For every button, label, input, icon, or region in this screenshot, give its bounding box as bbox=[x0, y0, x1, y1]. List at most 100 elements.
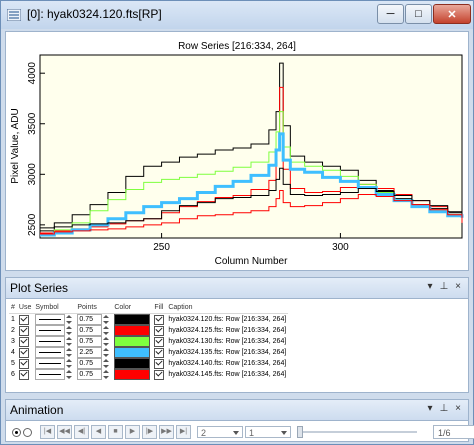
first-frame-button[interactable]: |◀ bbox=[40, 425, 55, 439]
panel-pin-icon[interactable]: ⊥ bbox=[439, 281, 449, 292]
symbol-selector[interactable] bbox=[35, 347, 66, 358]
play-reverse-button[interactable]: ◀ bbox=[91, 425, 106, 439]
column-header-caption: Caption bbox=[166, 302, 289, 314]
spinner-icon[interactable] bbox=[102, 348, 110, 357]
spinner-icon[interactable] bbox=[65, 326, 73, 335]
points-cell[interactable]: 0.75 bbox=[75, 314, 112, 325]
spinner-icon[interactable] bbox=[102, 326, 110, 335]
points-field[interactable]: 0.75 bbox=[77, 325, 103, 336]
table-row[interactable]: 5 0.75 hyak0324.140.fts: Row [216:334, 264… bbox=[9, 358, 288, 369]
fill-checkbox[interactable] bbox=[152, 347, 166, 358]
play-button[interactable]: ▶ bbox=[125, 425, 140, 439]
symbol-cell[interactable] bbox=[33, 314, 75, 325]
symbol-selector[interactable] bbox=[35, 336, 66, 347]
spinner-icon[interactable] bbox=[65, 337, 73, 346]
symbol-selector[interactable] bbox=[35, 314, 66, 325]
close-button[interactable]: ✕ bbox=[433, 4, 471, 24]
points-cell[interactable]: 0.75 bbox=[75, 358, 112, 369]
table-row[interactable]: 1 0.75 hyak0324.120.fts: Row [216:334, 264… bbox=[9, 314, 288, 326]
fill-checkbox[interactable] bbox=[152, 358, 166, 369]
points-field[interactable]: 0.75 bbox=[77, 314, 103, 325]
use-checkbox[interactable] bbox=[17, 314, 33, 326]
spinner-icon[interactable] bbox=[102, 359, 110, 368]
color-swatch[interactable] bbox=[114, 336, 151, 347]
slider-thumb[interactable] bbox=[297, 426, 303, 438]
fill-checkbox[interactable] bbox=[152, 325, 166, 336]
checkbox-icon bbox=[18, 314, 29, 325]
symbol-cell[interactable] bbox=[33, 336, 75, 347]
spinner-icon[interactable] bbox=[65, 370, 73, 379]
speed-dropdown[interactable]: 2 bbox=[197, 426, 243, 438]
spinner-icon[interactable] bbox=[102, 337, 110, 346]
stop-button[interactable]: ■ bbox=[108, 425, 123, 439]
symbol-selector[interactable] bbox=[35, 358, 66, 369]
points-cell[interactable]: 0.75 bbox=[75, 325, 112, 336]
table-row[interactable]: 2 0.75 hyak0324.125.fts: Row [216:334, 264… bbox=[9, 325, 288, 336]
use-checkbox[interactable] bbox=[17, 358, 33, 369]
points-field[interactable]: 0.75 bbox=[77, 358, 103, 369]
y-axis-label: Pixel Value, ADU bbox=[10, 108, 21, 183]
minimize-button[interactable]: ─ bbox=[377, 4, 404, 24]
color-swatch[interactable] bbox=[114, 314, 151, 325]
previous-frame-button[interactable]: ◀◀ bbox=[57, 425, 72, 439]
color-cell[interactable] bbox=[112, 325, 152, 336]
step-back-button[interactable]: ◀| bbox=[74, 425, 89, 439]
spinner-icon[interactable] bbox=[102, 315, 110, 324]
panel-pin-icon[interactable]: ⊥ bbox=[439, 403, 449, 414]
panel-close-icon[interactable]: × bbox=[455, 281, 461, 292]
next-frame-button[interactable]: ▶▶ bbox=[159, 425, 174, 439]
use-checkbox[interactable] bbox=[17, 347, 33, 358]
color-cell[interactable] bbox=[112, 369, 152, 380]
symbol-cell[interactable] bbox=[33, 369, 75, 380]
row-series-chart[interactable]: Row Series [216:334, 264] 250 300 2500 3000… bbox=[6, 32, 468, 270]
fill-checkbox[interactable] bbox=[152, 336, 166, 347]
spinner-icon[interactable] bbox=[102, 370, 110, 379]
spinner-icon[interactable] bbox=[65, 359, 73, 368]
color-swatch[interactable] bbox=[114, 325, 151, 336]
last-frame-button[interactable]: ▶| bbox=[176, 425, 191, 439]
use-checkbox[interactable] bbox=[17, 325, 33, 336]
symbol-cell[interactable] bbox=[33, 347, 75, 358]
spinner-icon[interactable] bbox=[65, 348, 73, 357]
points-field[interactable]: 2.25 bbox=[77, 347, 103, 358]
points-field[interactable]: 0.75 bbox=[77, 336, 103, 347]
caption-cell: hyak0324.135.fts: Row [216:334, 264] bbox=[168, 349, 287, 356]
animation-radio-1[interactable] bbox=[12, 427, 21, 437]
fill-checkbox[interactable] bbox=[152, 369, 166, 380]
title-bar[interactable]: [0]: hyak0324.120.fts[RP] ─ □ ✕ bbox=[1, 1, 473, 29]
panel-dropdown-icon[interactable]: ▾ bbox=[427, 281, 433, 292]
use-checkbox[interactable] bbox=[17, 336, 33, 347]
color-swatch[interactable] bbox=[114, 347, 151, 358]
frame-slider[interactable] bbox=[297, 426, 417, 438]
symbol-selector[interactable] bbox=[35, 369, 66, 380]
panel-close-icon[interactable]: × bbox=[455, 403, 461, 414]
points-field[interactable]: 0.75 bbox=[77, 369, 103, 380]
points-cell[interactable]: 0.75 bbox=[75, 336, 112, 347]
table-row[interactable]: 4 2.25 hyak0324.135.fts: Row [216:334, 264… bbox=[9, 347, 288, 358]
symbol-cell[interactable] bbox=[33, 325, 75, 336]
checkbox-icon bbox=[18, 369, 29, 380]
color-swatch[interactable] bbox=[114, 358, 151, 369]
step-forward-button[interactable]: |▶ bbox=[142, 425, 157, 439]
symbol-cell[interactable] bbox=[33, 358, 75, 369]
plot-area[interactable]: Row Series [216:334, 264] 250 300 2500 3000… bbox=[5, 31, 469, 271]
color-cell[interactable] bbox=[112, 347, 152, 358]
maximize-button[interactable]: □ bbox=[405, 4, 432, 24]
color-cell[interactable] bbox=[112, 336, 152, 347]
color-cell[interactable] bbox=[112, 358, 152, 369]
color-swatch[interactable] bbox=[114, 369, 151, 380]
fill-checkbox[interactable] bbox=[152, 314, 166, 326]
table-row[interactable]: 3 0.75 hyak0324.130.fts: Row [216:334, 264… bbox=[9, 336, 288, 347]
points-cell[interactable]: 0.75 bbox=[75, 369, 112, 380]
points-cell[interactable]: 2.25 bbox=[75, 347, 112, 358]
panel-dropdown-icon[interactable]: ▾ bbox=[427, 403, 433, 414]
column-header-use: Use bbox=[16, 302, 34, 314]
animation-radio-2[interactable] bbox=[23, 427, 32, 437]
table-row[interactable]: 6 0.75 hyak0324.145.fts: Row [216:334, 264… bbox=[9, 369, 288, 380]
step-dropdown[interactable]: 1 bbox=[245, 426, 291, 438]
use-checkbox[interactable] bbox=[17, 369, 33, 380]
symbol-selector[interactable] bbox=[35, 325, 66, 336]
spinner-icon[interactable] bbox=[65, 315, 73, 324]
frame-indicator[interactable]: 1/6 bbox=[433, 425, 474, 439]
color-cell[interactable] bbox=[112, 314, 152, 325]
